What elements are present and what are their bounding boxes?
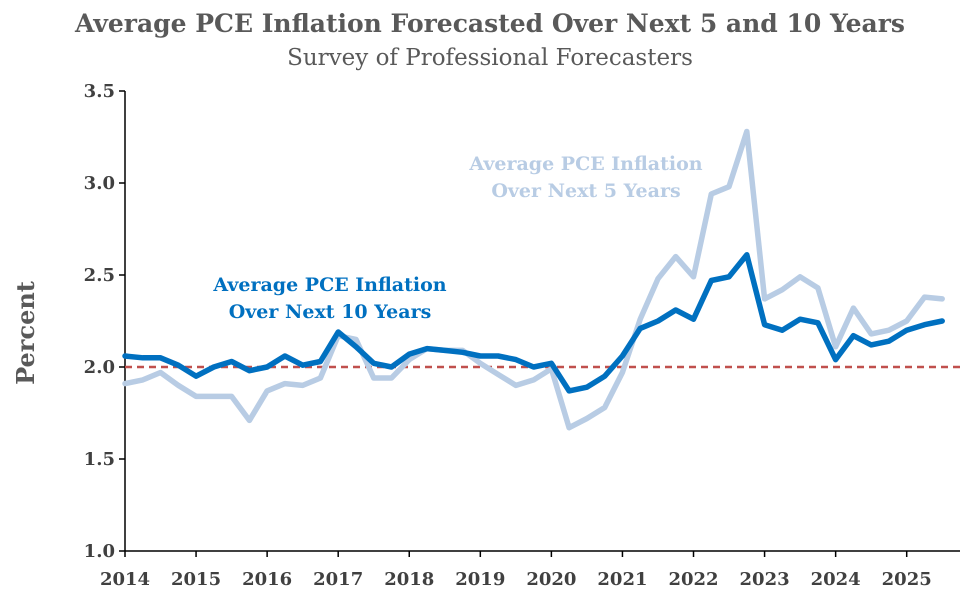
x-tick-label: 2022 — [668, 569, 718, 590]
y-tick-label: 1.5 — [84, 449, 115, 470]
x-tick-label: 2018 — [384, 569, 434, 590]
x-tick-label: 2019 — [455, 569, 505, 590]
x-tick-label: 2017 — [313, 569, 363, 590]
x-tick-label: 2015 — [171, 569, 221, 590]
x-tick-label: 2025 — [882, 569, 932, 590]
x-tick-label: 2016 — [242, 569, 292, 590]
annotation-5-year: Average PCE Inflation — [468, 153, 702, 175]
annotation-10-year: Over Next 10 Years — [229, 301, 432, 323]
plot-area: 1.0 1.5 2.0 2.5 3.0 3.5 2014 2015 2016 2017 2018 20… — [84, 81, 960, 590]
x-tick-label: 2020 — [526, 569, 576, 590]
series-line-10-year — [122, 252, 945, 394]
x-tick-label: 2021 — [597, 569, 647, 590]
chart-subtitle: Survey of Professional Forecasters — [287, 45, 693, 71]
y-axis-label: Percent — [11, 281, 40, 385]
annotation-5-year: Over Next 5 Years — [491, 180, 680, 202]
annotation-10-year: Average PCE Inflation — [212, 274, 446, 296]
x-tick-label: 2023 — [740, 569, 790, 590]
y-tick-label: 3.5 — [84, 81, 115, 102]
chart-title: Average PCE Inflation Forecasted Over Ne… — [74, 9, 905, 38]
y-tick-label: 1.0 — [84, 541, 115, 562]
x-tick-label: 2014 — [100, 569, 150, 590]
y-tick-label: 3.0 — [84, 173, 115, 194]
x-tick-label: 2024 — [811, 569, 861, 590]
y-tick-label: 2.5 — [84, 265, 115, 286]
y-tick-label: 2.0 — [84, 357, 115, 378]
series-line-5-year — [122, 128, 945, 431]
